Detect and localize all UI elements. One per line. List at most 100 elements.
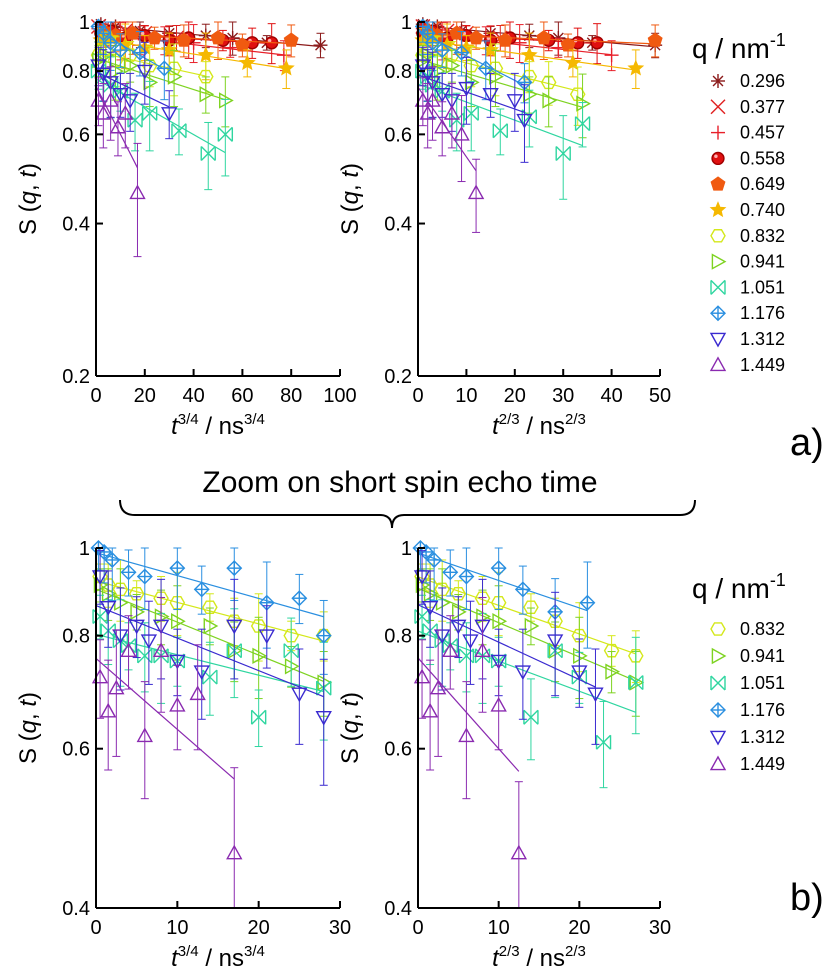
data-point	[458, 727, 475, 743]
data-point	[226, 560, 243, 577]
legend-entry: 0.457	[740, 123, 785, 143]
data-point	[449, 25, 465, 40]
series-1-449	[90, 66, 146, 258]
data-point	[542, 92, 558, 109]
data-point	[434, 118, 451, 134]
data-point	[560, 37, 576, 52]
data-point	[450, 587, 467, 601]
x-axis-label: t2/3 / ns2/3	[492, 411, 586, 440]
data-point	[123, 57, 139, 74]
data-point	[423, 585, 439, 602]
data-point	[546, 634, 564, 650]
data-point	[492, 123, 508, 139]
legend-marker	[710, 622, 726, 636]
fit-line	[95, 657, 235, 780]
data-point	[445, 57, 461, 74]
data-point	[434, 629, 451, 645]
x-tick-label: 80	[280, 385, 302, 407]
zoom-brace	[119, 499, 696, 529]
data-point	[468, 30, 484, 45]
data-point	[128, 619, 145, 635]
y-tick-label: 0.4	[384, 214, 412, 236]
y-tick-label: 0.2	[384, 366, 412, 388]
data-point	[108, 679, 125, 695]
data-point	[130, 603, 146, 621]
data-point	[95, 67, 112, 83]
data-point	[100, 600, 117, 616]
data-point	[452, 603, 467, 621]
data-point	[197, 46, 215, 63]
x-tick-label: 40	[182, 385, 204, 407]
legend-marker	[710, 279, 726, 295]
data-point	[169, 654, 186, 670]
data-point	[152, 642, 170, 657]
panel-b-label: b)	[790, 877, 824, 919]
legend-3: q / nm-1 0.832 0.941 1.051 1.176 1.312 1.449	[692, 570, 786, 774]
data-point	[564, 54, 582, 71]
data-point	[523, 86, 538, 103]
data-point	[136, 727, 153, 743]
data-point	[128, 587, 145, 601]
legend-title: q / nm-1	[692, 30, 786, 64]
fit-line	[417, 657, 520, 772]
data-point	[169, 696, 186, 712]
data-point	[143, 74, 159, 91]
y-tick-label: 0.2	[62, 366, 90, 388]
data-point	[477, 60, 494, 77]
x-tick-label: 30	[329, 917, 351, 939]
y-tick-label: 0.4	[62, 898, 90, 920]
data-point	[434, 42, 451, 59]
data-point	[153, 591, 169, 605]
data-point	[136, 568, 153, 585]
fit-line	[417, 604, 596, 688]
y-tick-label: 0.6	[384, 124, 412, 146]
data-point	[99, 46, 115, 64]
data-point	[109, 118, 127, 134]
x-tick-label: 20	[134, 385, 156, 407]
series-1-051	[414, 594, 644, 789]
data-point	[453, 125, 470, 141]
data-point	[193, 581, 210, 598]
data-point	[576, 95, 592, 112]
legend-title: q / nm-1	[692, 570, 786, 604]
data-point	[536, 30, 552, 45]
data-point	[605, 663, 621, 680]
data-point	[95, 25, 112, 42]
data-point	[647, 32, 663, 47]
x-tick-label: 30	[649, 917, 671, 939]
data-point	[90, 92, 107, 107]
data-point	[516, 113, 533, 129]
legend-entry: 1.312	[740, 329, 785, 349]
x-tick-label: 10	[455, 385, 477, 407]
data-point	[520, 46, 538, 63]
series-1-449	[91, 596, 243, 909]
data-point	[199, 86, 215, 103]
data-point	[419, 104, 436, 120]
legend-entry: 0.558	[740, 148, 785, 168]
data-point	[197, 69, 214, 84]
data-point	[579, 594, 596, 611]
series-1-312	[91, 550, 332, 786]
data-point	[571, 628, 588, 643]
data-point	[169, 595, 186, 610]
data-point	[226, 844, 243, 860]
x-tick-label: 50	[649, 385, 671, 407]
data-point	[102, 34, 119, 51]
data-point	[101, 585, 117, 602]
data-point	[490, 560, 507, 577]
x-tick-label: 20	[504, 385, 526, 407]
legend-entry: 1.051	[740, 673, 785, 693]
data-point	[167, 68, 183, 85]
chart-4: 0 10 20 30 0.4 0.6 0.8 1 t2/3 / ns2/3 S (q, t)	[337, 538, 671, 972]
zoom-label: Zoom on short spin echo time	[202, 466, 597, 499]
data-point	[458, 568, 475, 585]
data-point	[587, 687, 604, 703]
series-1-449	[414, 66, 485, 233]
legend-entry: 0.941	[740, 646, 785, 666]
x-axis-label: t3/4 / ns3/4	[171, 943, 265, 972]
data-point	[202, 600, 218, 615]
legend-entry: 0.377	[740, 97, 785, 117]
fit-line	[417, 552, 588, 612]
data-point	[169, 560, 186, 577]
legend-marker	[709, 201, 727, 218]
